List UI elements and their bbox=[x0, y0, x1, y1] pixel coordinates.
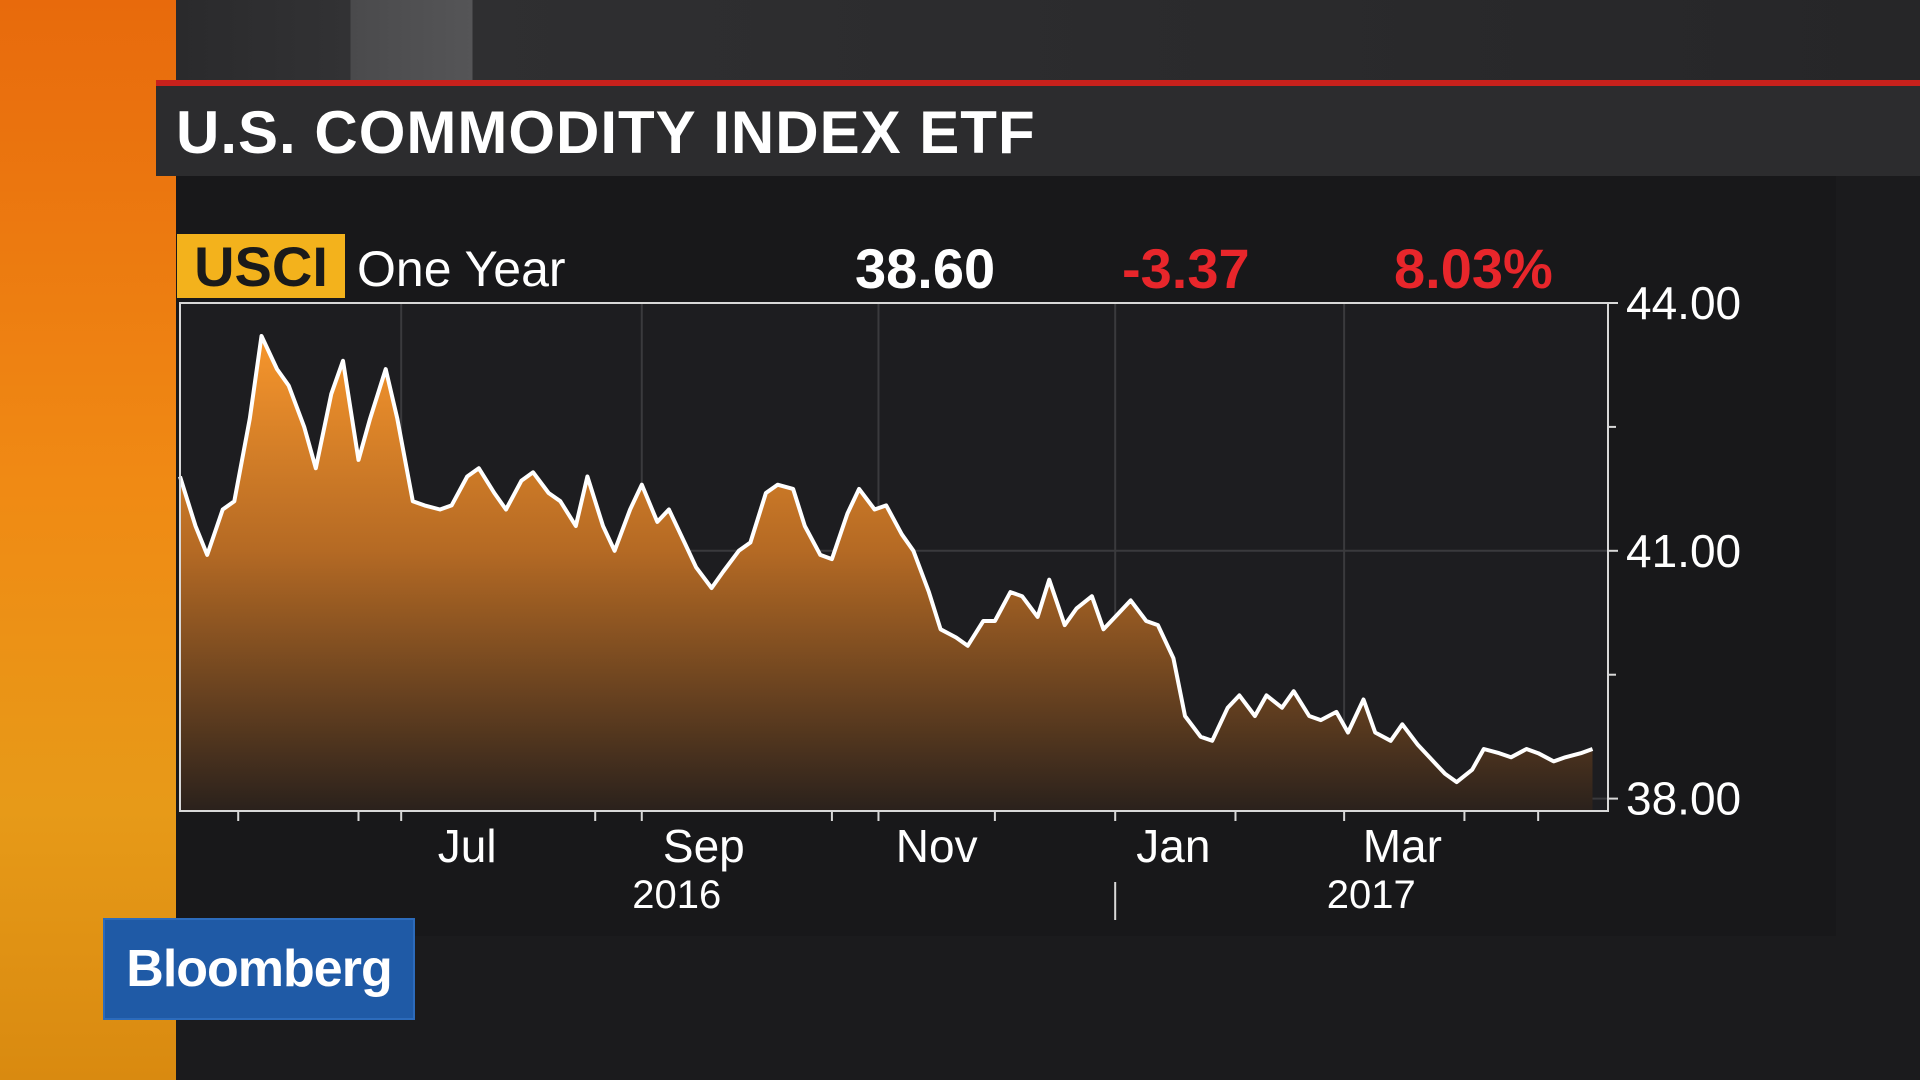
net-change: -3.37 bbox=[1122, 237, 1250, 300]
year-label: 2016 bbox=[632, 873, 721, 917]
price-line bbox=[178, 334, 1594, 785]
price-area-fill bbox=[180, 336, 1593, 811]
x-tick-label: Jul bbox=[438, 820, 497, 872]
chart-title: U.S. COMMODITY INDEX ETF bbox=[176, 99, 1036, 166]
background-orange-stripe bbox=[0, 0, 176, 1080]
x-tick-label: Jan bbox=[1136, 820, 1210, 872]
last-price: 38.60 bbox=[855, 237, 996, 300]
y-tick-label: 41.00 bbox=[1626, 525, 1741, 577]
percent-change: 8.03% bbox=[1394, 237, 1553, 300]
x-tick-label: Mar bbox=[1363, 820, 1442, 872]
x-tick-label: Sep bbox=[663, 820, 745, 872]
title-bar: U.S. COMMODITY INDEX ETF bbox=[156, 80, 1920, 176]
y-tick-label: 44.00 bbox=[1626, 277, 1741, 329]
year-label: 2017 bbox=[1327, 873, 1416, 917]
ticker-badge: USCI bbox=[177, 234, 345, 298]
x-tick-label: Nov bbox=[896, 820, 978, 872]
bloomberg-logo: Bloomberg bbox=[103, 918, 415, 1020]
plot-frame bbox=[179, 302, 1609, 812]
background-studio-panels bbox=[176, 0, 1920, 80]
period-label: One Year bbox=[357, 241, 566, 297]
y-tick-label: 38.00 bbox=[1626, 773, 1741, 825]
